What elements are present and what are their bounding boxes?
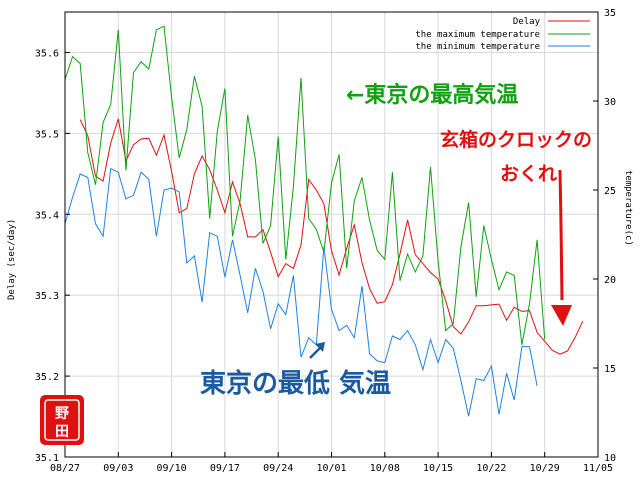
y-axis-label: Delay (sec/day) [7,219,17,300]
y-tick-label: 35.4 [35,210,59,221]
x-tick-label: 09/03 [103,463,133,474]
y-tick-label: 35.1 [35,453,59,464]
y2-axis-label: temperature(c) [623,170,633,246]
annotation-kurobox-delay: おくれ [500,163,557,185]
y2-tick-label: 20 [604,275,616,286]
annotation-kurobox-clock: 玄箱のクロックの [440,128,592,151]
y-tick-label: 35.3 [35,291,59,302]
y2-tick-label: 15 [604,364,616,375]
series-line-min-temp [64,167,538,417]
legend: Delay the maximum temperature the minimu… [415,17,590,52]
y2-tick-label: 10 [604,453,616,464]
legend-label-min-temp: the minimum temperature [415,42,540,52]
series-line-delay [79,118,584,355]
blue-arrow [309,342,325,359]
x-tick-label: 09/24 [263,463,293,474]
svg-text:田: 田 [55,424,69,440]
annotation-min-temp: 東京の最低 気温 [200,368,391,399]
x-tick-label: 10/01 [316,463,346,474]
legend-label-max-temp: the maximum temperature [415,30,540,40]
svg-text:野: 野 [55,406,69,422]
y-tick-label: 35.2 [35,372,59,383]
y-tick-label: 35.5 [35,129,59,140]
x-tick-label: 10/29 [530,463,560,474]
name-seal: 野 田 [40,395,84,445]
y2-tick-label: 35 [604,8,616,19]
y-tick-label: 35.6 [35,48,59,59]
grid [65,12,598,457]
legend-label-delay: Delay [513,17,541,27]
ticks: 35.1 35.2 35.3 35.4 35.5 35.6 10 15 20 25 30 35 08/2… [35,8,616,474]
series-line-max-temp [64,25,546,345]
annotation-max-temp: ←東京の最高気温 [346,82,518,108]
y2-tick-label: 25 [604,186,616,197]
series-layer [64,25,584,417]
y2-tick-label: 30 [604,97,616,108]
x-tick-label: 09/10 [157,463,187,474]
x-tick-label: 08/27 [50,463,80,474]
x-tick-label: 11/05 [583,463,613,474]
x-tick-label: 10/22 [476,463,506,474]
red-arrow [551,169,572,326]
x-tick-label: 10/08 [370,463,400,474]
x-tick-label: 09/17 [210,463,240,474]
x-tick-label: 10/15 [423,463,453,474]
